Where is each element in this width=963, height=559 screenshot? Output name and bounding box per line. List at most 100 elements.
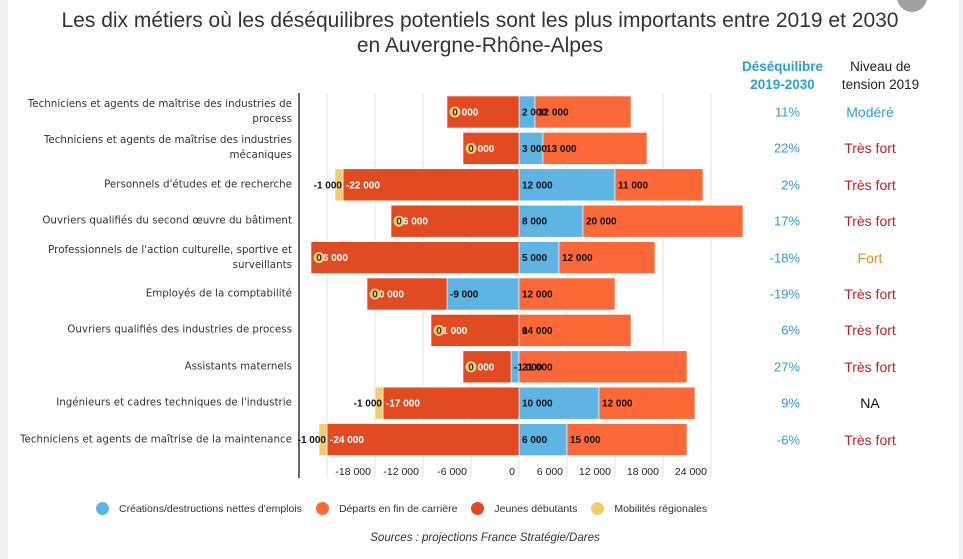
data-label-mobilites: -1 000 xyxy=(314,180,343,191)
x-tick-label: -6 000 xyxy=(437,466,467,478)
data-label-creations: 6 000 xyxy=(522,435,547,446)
data-label-mobilites: 0 xyxy=(372,290,378,301)
desequilibre-value: 2% xyxy=(781,177,800,193)
data-label-mobilites: 0 xyxy=(452,108,458,119)
category-label: Ouvriers qualifiés du second œuvre du bâ… xyxy=(42,214,292,227)
x-tick-label: 6 000 xyxy=(537,466,563,478)
bar-mobilites xyxy=(334,168,344,202)
data-label-mobilites: 0 xyxy=(396,217,402,228)
data-label-creations: -1 000 xyxy=(514,362,543,373)
bar-creations xyxy=(518,204,584,238)
mobilites-zero-badge xyxy=(369,288,381,300)
legend-label: Mobilités régionales xyxy=(614,502,708,515)
desequilibre-header: Déséquilibre 2019-2030 xyxy=(741,59,824,92)
category-label: Employés de la comptabilité xyxy=(145,287,292,300)
category-label: Techniciens et agents de maîtrise des in… xyxy=(43,134,292,162)
data-label-jeunes: -11 000 xyxy=(434,326,468,337)
legend: Créations/destructions nettes d'emplois D… xyxy=(96,502,721,515)
bar-departs xyxy=(518,350,688,384)
data-label-jeunes: -9 000 xyxy=(450,108,479,119)
mobilites-zero-badge xyxy=(465,142,477,154)
desequilibre-value: -18% xyxy=(769,250,800,266)
data-label-departs: 13 000 xyxy=(546,144,577,155)
category-label: Personnels d'études et de recherche xyxy=(104,178,292,191)
desequilibre-value: -19% xyxy=(769,286,800,302)
data-label-mobilites: 0 xyxy=(316,253,322,264)
x-tick-label: 12 000 xyxy=(579,466,611,478)
tension-level: Fort xyxy=(857,249,883,266)
bar-jeunes xyxy=(430,314,520,347)
legend-label: Départs en fin de carrière xyxy=(338,502,458,515)
tension-level: Très fort xyxy=(844,286,896,302)
bar-jeunes xyxy=(326,423,520,456)
data-label-jeunes: -26 000 xyxy=(314,253,348,264)
category-label: Assistants maternels xyxy=(184,360,292,373)
mobilites-zero-badge xyxy=(449,106,461,118)
data-label-jeunes: -16 000 xyxy=(394,217,428,228)
x-tick-label: -12 000 xyxy=(383,466,419,478)
close-circle-icon[interactable] xyxy=(897,0,927,12)
bar-creations xyxy=(518,241,560,274)
bar-jeunes xyxy=(390,204,520,238)
data-label-jeunes: -17 000 xyxy=(386,399,420,410)
legend-item-mobilites: Mobilités régionales xyxy=(591,502,707,515)
desequilibre-value: 17% xyxy=(773,213,800,229)
category-label: Techniciens et agents de maîtrise de la … xyxy=(20,433,292,446)
source-note: Sources : projections France Stratégie/D… xyxy=(370,532,600,544)
data-label-jeunes: -7 000 xyxy=(466,144,495,155)
data-label-jeunes: -24 000 xyxy=(330,435,364,446)
mobilites-zero-badge xyxy=(313,252,325,264)
legend-label: Jeunes débutants xyxy=(494,502,578,515)
desequilibre-value: -6% xyxy=(776,432,800,448)
x-tick-label: 18 000 xyxy=(627,466,659,478)
mobilites-zero-badge xyxy=(433,324,445,336)
category-label: Professionnels de l'action culturelle, s… xyxy=(48,243,292,271)
bar-departs xyxy=(534,95,632,129)
left-panel-edge xyxy=(0,0,8,559)
tension-level: Très fort xyxy=(844,176,896,193)
tension-level: Très fort xyxy=(844,358,896,375)
bar-departs xyxy=(566,423,688,456)
data-label-departs: 12 000 xyxy=(538,108,569,119)
right-panel-edge xyxy=(959,0,963,559)
data-label-creations: 12 000 xyxy=(522,180,553,191)
bar-jeunes xyxy=(310,241,520,274)
mobilites-zero-badge xyxy=(393,215,405,227)
tension-level: Très fort xyxy=(844,213,896,230)
bar-jeunes xyxy=(382,386,520,420)
tension-level: Très fort xyxy=(844,322,896,339)
bar-mobilites xyxy=(318,423,328,456)
data-label-creations: 8 000 xyxy=(522,217,547,228)
desequilibre-value: 22% xyxy=(773,140,800,156)
category-label: Ouvriers qualifiés des industries de pro… xyxy=(67,323,292,336)
data-label-mobilites: -1 000 xyxy=(354,399,383,410)
tension-header: Niveau de tension 2019 xyxy=(841,59,920,92)
category-label: Ingénieurs et cadres techniques de l'ind… xyxy=(56,396,292,409)
tension-level: Très fort xyxy=(844,140,896,157)
bar-departs xyxy=(542,132,648,165)
bar-jeunes xyxy=(342,168,520,202)
legend-swatch xyxy=(591,502,605,515)
desequilibre-value: 11% xyxy=(774,104,800,120)
data-label-jeunes: -6 000 xyxy=(466,362,495,373)
data-label-departs: 12 000 xyxy=(602,399,633,410)
data-label-departs: 21 000 xyxy=(522,362,553,373)
bar-creations xyxy=(446,277,520,311)
bar-departs xyxy=(614,168,704,202)
legend-item-departs: Départs en fin de carrière xyxy=(315,502,458,515)
data-label-mobilites: 0 xyxy=(468,144,474,155)
tension-level: NA xyxy=(860,395,880,412)
data-label-creations: 5 000 xyxy=(522,253,547,264)
data-label-departs: 20 000 xyxy=(586,217,617,228)
bar-departs xyxy=(598,386,696,420)
desequilibre-value: 6% xyxy=(781,322,800,338)
tension-level: Très fort xyxy=(844,431,896,448)
legend-item-creations: Créations/destructions nettes d'emplois xyxy=(96,502,302,515)
data-label-departs: 15 000 xyxy=(570,435,601,446)
x-tick-label: 0 xyxy=(509,466,515,478)
x-tick-label: -18 000 xyxy=(335,466,371,478)
data-label-departs: 11 000 xyxy=(618,180,648,191)
bar-departs xyxy=(582,204,744,238)
legend-swatch xyxy=(471,502,485,515)
